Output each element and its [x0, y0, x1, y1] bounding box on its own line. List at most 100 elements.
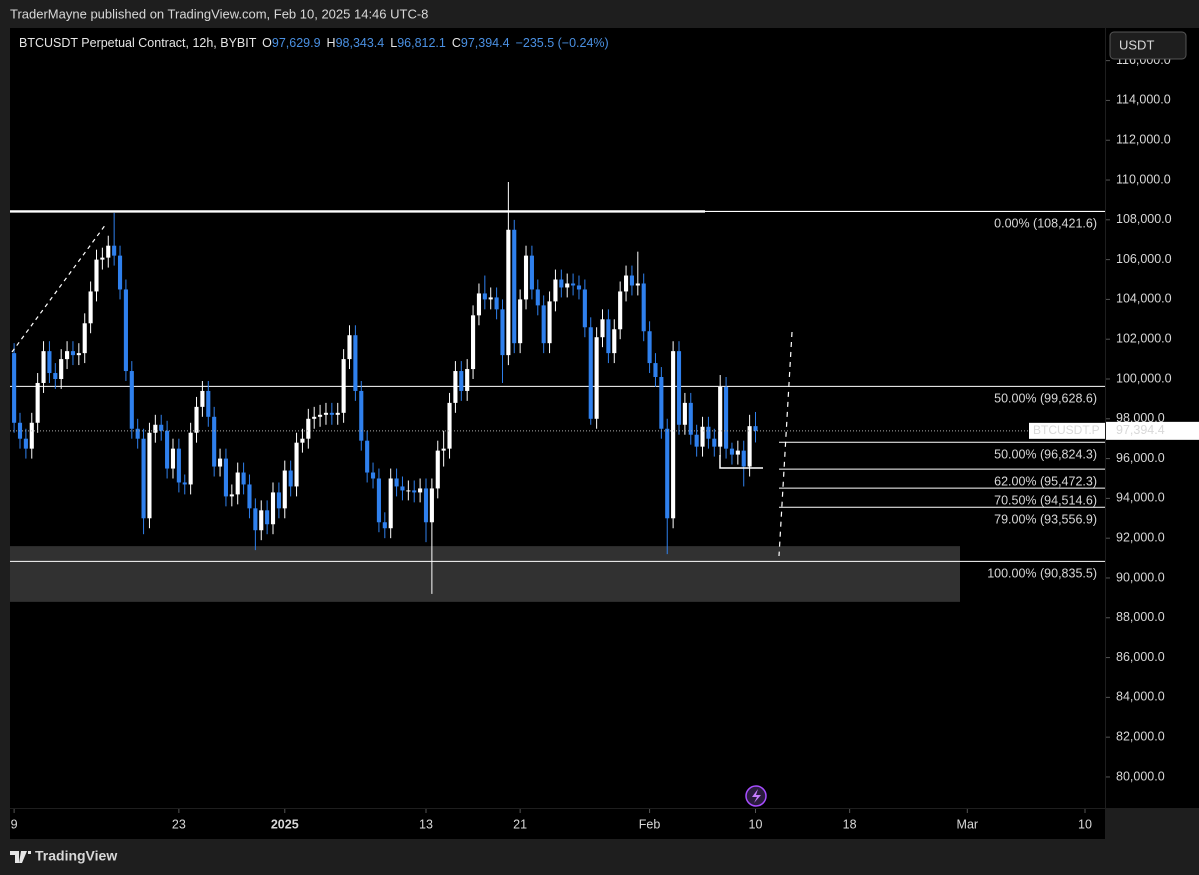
y-tick-label: 82,000.0 — [1116, 729, 1165, 743]
candle-body — [312, 416, 317, 419]
legend-o-key: O — [262, 36, 272, 50]
candle-body — [23, 438, 28, 449]
candle-body — [282, 470, 287, 509]
candle-body — [353, 335, 358, 391]
candle-body — [53, 373, 58, 379]
y-tick-label: 114,000.0 — [1116, 93, 1171, 107]
candle-body — [159, 424, 164, 431]
candle-body — [359, 390, 364, 441]
candle-body — [500, 309, 505, 356]
y-tick-label: 86,000.0 — [1116, 650, 1165, 664]
candle-body — [588, 327, 593, 419]
candle-body — [700, 426, 705, 447]
y-tick-label: 100,000.0 — [1116, 371, 1172, 385]
demand-zone — [10, 546, 960, 602]
candle-body — [682, 402, 687, 425]
fib-label: 70.50% (94,514.6) — [994, 493, 1097, 507]
candle-body — [129, 371, 134, 429]
candle-body — [418, 488, 423, 493]
y-tick-label: 110,000.0 — [1116, 172, 1171, 186]
candle-body — [365, 440, 370, 473]
candle-body — [753, 426, 758, 431]
candle-body — [200, 390, 205, 407]
candle-body — [300, 438, 305, 443]
candle-body — [229, 494, 234, 497]
candle-body — [88, 291, 93, 324]
candle-body — [306, 418, 311, 439]
candle-body — [376, 478, 381, 523]
candle-body — [135, 428, 140, 439]
candle-body — [541, 305, 546, 344]
fib-label: 0.00% (108,421.6) — [994, 217, 1097, 231]
legend-c: 97,394.4 — [461, 36, 510, 50]
candle-body — [671, 351, 676, 519]
candle-body — [447, 402, 452, 449]
candle-body — [318, 414, 323, 417]
candle-body — [41, 351, 46, 383]
candle-body — [276, 492, 281, 509]
symbol-tag: BTCUSDT.P — [1033, 423, 1100, 437]
candle-body — [235, 472, 240, 495]
candle-body — [635, 283, 640, 286]
candles — [12, 182, 758, 594]
candle-body — [571, 283, 576, 286]
candle-body — [482, 293, 487, 300]
candle-body — [388, 478, 393, 529]
time-axis — [10, 809, 1105, 839]
candle-body — [94, 259, 99, 292]
currency-button[interactable] — [1109, 31, 1187, 60]
candle-body — [565, 283, 570, 288]
candle-body — [559, 279, 564, 288]
candle-body — [259, 510, 264, 531]
candle-body — [76, 353, 81, 356]
candle-body — [441, 448, 446, 451]
candle-body — [488, 297, 493, 300]
candle-body — [465, 369, 470, 391]
candle-body — [147, 432, 152, 519]
candle-body — [100, 257, 105, 260]
y-tick-label: 80,000.0 — [1116, 769, 1165, 783]
candle-body — [406, 490, 411, 492]
legend: BTCUSDT Perpetual Contract, 12h, BYBIT O9… — [19, 36, 609, 50]
candle-body — [176, 448, 181, 483]
y-tick-label: 102,000.0 — [1116, 332, 1172, 346]
candle-body — [547, 301, 552, 344]
candle-body — [270, 492, 276, 525]
footer-brand: TradingView — [35, 848, 117, 864]
candle-body — [659, 377, 664, 429]
candle-body — [394, 478, 399, 487]
fib-label: 62.00% (95,472.3) — [994, 474, 1097, 488]
legend-l: 96,812.1 — [397, 36, 446, 50]
candle-body — [535, 289, 540, 306]
candle-body — [459, 371, 464, 391]
candle-body — [70, 351, 76, 356]
candle-body — [688, 402, 693, 435]
candle-body — [59, 359, 64, 379]
y-tick-label: 84,000.0 — [1116, 690, 1165, 704]
candle-body — [265, 510, 270, 525]
candle-body — [647, 331, 652, 364]
candle-body — [594, 337, 599, 419]
x-tick-label: 13 — [419, 817, 433, 831]
last-price-bg — [1106, 421, 1199, 440]
candle-body — [476, 293, 482, 316]
fib-label: 79.00% (93,556.9) — [994, 513, 1097, 527]
candle-body — [347, 335, 352, 360]
x-tick-label: Feb — [639, 817, 661, 831]
candle-body — [623, 275, 629, 292]
range-box — [719, 455, 763, 469]
candle-body — [247, 484, 252, 509]
candle-body — [212, 416, 217, 467]
price-axis — [1106, 28, 1199, 808]
candle-body — [735, 450, 740, 455]
publish-header: TraderMayne published on TradingView.com… — [10, 6, 428, 21]
candle-body — [747, 426, 752, 467]
candle-body — [341, 359, 346, 413]
candle-body — [47, 351, 52, 374]
candle-body — [435, 450, 440, 489]
plot-area — [10, 28, 1105, 808]
candle-body — [294, 442, 299, 487]
candle-body — [382, 522, 387, 529]
fib-label: 50.00% (96,824.3) — [994, 447, 1097, 461]
